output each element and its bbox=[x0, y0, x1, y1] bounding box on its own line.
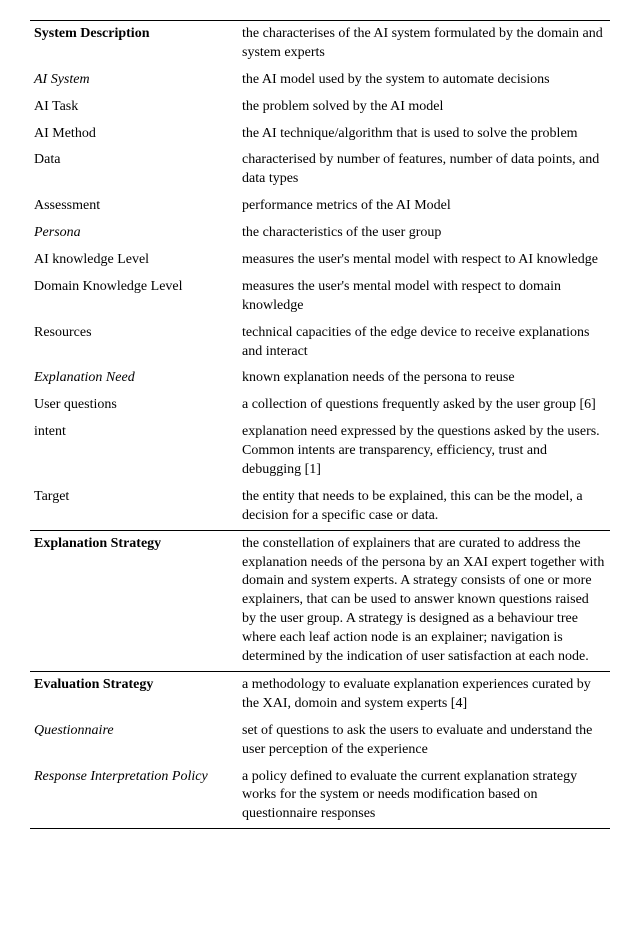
description-cell: technical capacities of the edge device … bbox=[238, 320, 610, 366]
table-row: Questionnaire set of questions to ask the… bbox=[30, 718, 610, 764]
description-cell: explanation need expressed by the questi… bbox=[238, 419, 610, 484]
term-text: AI Method bbox=[34, 126, 96, 141]
term-text: Data bbox=[34, 152, 60, 167]
term-cell: intent bbox=[30, 419, 238, 484]
description-cell: set of questions to ask the users to eva… bbox=[238, 718, 610, 764]
description-cell: a policy defined to evaluate the current… bbox=[238, 764, 610, 829]
term-text: Resources bbox=[34, 325, 92, 340]
term-cell: Domain Knowledge Level bbox=[30, 274, 238, 320]
term-text: AI System bbox=[34, 72, 90, 87]
term-cell: AI System bbox=[30, 67, 238, 94]
term-text: Target bbox=[34, 489, 69, 504]
description-cell: the entity that needs to be explained, t… bbox=[238, 484, 610, 530]
term-cell: System Description bbox=[30, 21, 238, 67]
table-row: AI Task the problem solved by the AI mode… bbox=[30, 94, 610, 121]
description-cell: the characterises of the AI system formu… bbox=[238, 21, 610, 67]
table-row: Evaluation Strategy a methodology to eval… bbox=[30, 671, 610, 717]
table-row: Persona the characteristics of the user g… bbox=[30, 220, 610, 247]
table-row: Explanation Need known explanation needs … bbox=[30, 365, 610, 392]
description-cell: measures the user's mental model with re… bbox=[238, 274, 610, 320]
table-row: Data characterised by number of features,… bbox=[30, 147, 610, 193]
table-row: Target the entity that needs to be explai… bbox=[30, 484, 610, 530]
table-row: Response Interpretation Policy a policy d… bbox=[30, 764, 610, 829]
term-text: System Description bbox=[34, 26, 150, 41]
term-cell: Assessment bbox=[30, 193, 238, 220]
table-row: AI System the AI model used by the system… bbox=[30, 67, 610, 94]
table-row: intent explanation need expressed by the … bbox=[30, 419, 610, 484]
term-text: Persona bbox=[34, 225, 81, 240]
description-cell: the constellation of explainers that are… bbox=[238, 530, 610, 671]
description-cell: the AI technique/algorithm that is used … bbox=[238, 121, 610, 148]
term-cell: AI Task bbox=[30, 94, 238, 121]
term-text: Assessment bbox=[34, 198, 100, 213]
table-row: Explanation Strategy the constellation of… bbox=[30, 530, 610, 671]
table-row: AI knowledge Level measures the user's me… bbox=[30, 247, 610, 274]
table-row: Assessment performance metrics of the AI … bbox=[30, 193, 610, 220]
table-row: AI Method the AI technique/algorithm that… bbox=[30, 121, 610, 148]
description-cell: the AI model used by the system to autom… bbox=[238, 67, 610, 94]
term-cell: Data bbox=[30, 147, 238, 193]
term-text: Questionnaire bbox=[34, 723, 114, 738]
description-cell: characterised by number of features, num… bbox=[238, 147, 610, 193]
term-cell: Explanation Strategy bbox=[30, 530, 238, 671]
term-cell: AI Method bbox=[30, 121, 238, 148]
term-text: AI knowledge Level bbox=[34, 252, 149, 267]
description-cell: known explanation needs of the persona t… bbox=[238, 365, 610, 392]
term-text: AI Task bbox=[34, 99, 78, 114]
table-row: System Description the characterises of t… bbox=[30, 21, 610, 67]
term-cell: AI knowledge Level bbox=[30, 247, 238, 274]
term-cell: Response Interpretation Policy bbox=[30, 764, 238, 829]
term-text: Response Interpretation Policy bbox=[34, 769, 208, 784]
specification-table: System Description the characterises of t… bbox=[30, 20, 610, 829]
table-row: Domain Knowledge Level measures the user'… bbox=[30, 274, 610, 320]
term-cell: Persona bbox=[30, 220, 238, 247]
term-cell: Evaluation Strategy bbox=[30, 671, 238, 717]
term-cell: Target bbox=[30, 484, 238, 530]
term-text: Explanation Strategy bbox=[34, 536, 161, 551]
description-cell: measures the user's mental model with re… bbox=[238, 247, 610, 274]
table-row: Resources technical capacities of the edg… bbox=[30, 320, 610, 366]
term-text: intent bbox=[34, 424, 66, 439]
term-text: User questions bbox=[34, 397, 117, 412]
term-cell: Resources bbox=[30, 320, 238, 366]
term-text: Evaluation Strategy bbox=[34, 677, 153, 692]
term-cell: Questionnaire bbox=[30, 718, 238, 764]
term-text: Domain Knowledge Level bbox=[34, 279, 183, 294]
table-row: User questions a collection of questions … bbox=[30, 392, 610, 419]
term-cell: Explanation Need bbox=[30, 365, 238, 392]
description-cell: performance metrics of the AI Model bbox=[238, 193, 610, 220]
description-cell: the characteristics of the user group bbox=[238, 220, 610, 247]
description-cell: a methodology to evaluate explanation ex… bbox=[238, 671, 610, 717]
term-text: Explanation Need bbox=[34, 370, 135, 385]
term-cell: User questions bbox=[30, 392, 238, 419]
description-cell: the problem solved by the AI model bbox=[238, 94, 610, 121]
description-cell: a collection of questions frequently ask… bbox=[238, 392, 610, 419]
